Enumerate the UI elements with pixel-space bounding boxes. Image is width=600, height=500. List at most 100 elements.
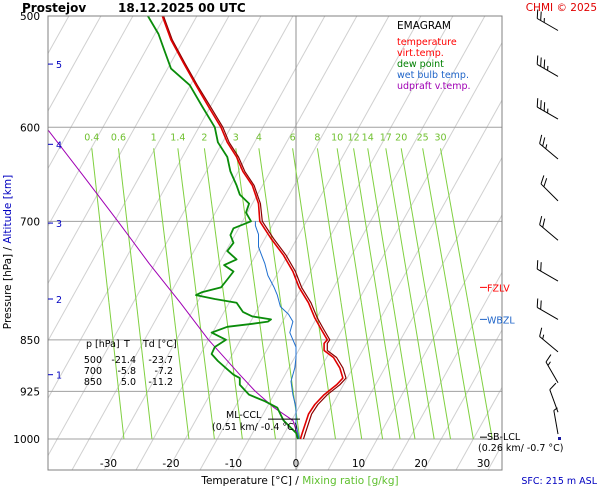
mixing-ratio-label: 30 <box>434 132 446 143</box>
mixing-ratio-line <box>449 302 474 440</box>
adiabat-line <box>103 16 358 470</box>
mixing-ratio-line <box>422 148 451 303</box>
copyright: CHMI © 2025 <box>526 2 597 14</box>
temperature-tick-label: -20 <box>162 458 179 470</box>
temperature-tick-label: 10 <box>352 458 365 470</box>
mixing-ratio-label: 6 <box>290 132 296 143</box>
legend-wet-bulb: wet bulb temp. <box>397 70 469 81</box>
mixing-ratio-line <box>353 148 379 303</box>
surface-elevation: SFC: 215 m ASL <box>521 476 597 487</box>
mixing-ratio-label: 8 <box>314 132 320 143</box>
altitude-axis-label: Altitude [km] <box>2 175 14 244</box>
mixing-ratio-line <box>108 302 125 440</box>
sounding-datetime: 18.12.2025 00 UTC <box>118 1 246 15</box>
pressure-axis-label: Pressure [hPa] <box>2 254 14 329</box>
temperature-tick-label: 0 <box>293 458 300 470</box>
mixing-ratio-line <box>153 148 174 303</box>
mixing-ratio-line <box>258 148 282 303</box>
legend-virt-temp: virt.temp. <box>397 48 444 59</box>
adiabat-line <box>584 0 600 470</box>
wind-barbs <box>536 9 561 440</box>
wind-barb <box>536 298 559 320</box>
wind-barb <box>536 9 559 31</box>
table-row-p: 500 <box>84 355 102 366</box>
mixing-ratio-line <box>336 148 362 303</box>
adiabat-line <box>48 16 134 170</box>
adiabat-line <box>455 386 502 470</box>
adiabat-line <box>552 0 600 470</box>
mixing-ratio-line <box>256 302 276 440</box>
table-row-t: -5.8 <box>117 366 136 377</box>
wind-barb <box>539 215 559 241</box>
adiabat-line <box>231 16 486 470</box>
mixing-ratio-label: 10 <box>331 132 343 143</box>
mixing-ratio-axis-label: Mixing ratio [g/kg] <box>302 475 398 487</box>
sounding-curves <box>48 16 347 440</box>
wbzl-label: WBZL <box>487 315 515 326</box>
wind-barb <box>540 175 559 202</box>
mixing-ratio-line <box>392 302 416 440</box>
altitude-tick-label: 1 <box>56 371 62 382</box>
table-row-td: -11.2 <box>148 377 173 388</box>
mixing-ratio-line <box>235 148 258 303</box>
mixing-ratio-label: 17 <box>380 132 392 143</box>
mixing-ratio-line <box>135 302 153 440</box>
table-row-t: 5.0 <box>121 377 136 388</box>
temperature-tick-label: -10 <box>225 458 242 470</box>
temperature-tick-label: -30 <box>100 458 117 470</box>
table-header-td: Td [°C] <box>142 339 177 350</box>
mixing-ratio-label: 3 <box>233 132 239 143</box>
fzlv-label: FZLV <box>487 283 510 294</box>
wind-barb <box>536 260 559 282</box>
mixing-ratio-label: 2 <box>201 132 207 143</box>
wind-barb <box>539 134 559 160</box>
table-header-t: T <box>123 339 130 350</box>
legend-title: EMAGRAM <box>397 20 451 32</box>
table-row-p: 850 <box>84 377 102 388</box>
legend-temperature: temperature <box>397 37 457 48</box>
adiabat-line <box>48 16 230 342</box>
adiabat-line <box>391 271 502 470</box>
emagram-grid <box>0 0 600 470</box>
mixing-ratio-label: 20 <box>395 132 407 143</box>
mixing-ratio-line <box>367 148 394 303</box>
table-header-p: p [hPa] <box>86 339 120 350</box>
pressure-tick-label: 600 <box>20 122 40 134</box>
mixing-ratio-label: 0.4 <box>84 132 99 143</box>
ml-ccl-detail: (0.51 km/ -0.4 °C) <box>212 422 298 433</box>
series-dew-point <box>147 16 299 440</box>
series-wet-bulb-temp <box>254 221 300 440</box>
adiabat-line <box>520 0 600 470</box>
adiabat-line <box>359 214 502 470</box>
level-annotations: FZLV WBZL SB-LCL (0.26 km/ -0.7 °C) ML-C… <box>212 283 564 454</box>
wind-barb <box>536 55 559 77</box>
mixing-ratio-line <box>340 302 363 440</box>
adiabat-line <box>327 156 502 470</box>
mixing-ratio-line <box>177 148 198 303</box>
table-row-td: -7.2 <box>154 366 173 377</box>
mixing-ratio-line <box>172 302 190 440</box>
adiabat-line <box>48 16 294 457</box>
adiabat-line <box>48 16 166 227</box>
pressure-tick-label: 500 <box>20 11 40 23</box>
wind-barb <box>539 327 559 353</box>
mixing-ratio-label: 25 <box>417 132 429 143</box>
mixing-ratio-line <box>292 148 316 303</box>
mixing-ratio-line <box>280 302 301 440</box>
series-udpraft-v-temp <box>48 129 300 440</box>
adiabat-line <box>48 16 70 55</box>
y-axis-separator: / <box>2 244 14 254</box>
mixing-ratio-label: 1.4 <box>170 132 185 143</box>
mixing-ratio-line <box>117 148 137 303</box>
mixing-ratio-label: 1 <box>151 132 157 143</box>
pressure-tick-label: 925 <box>20 386 40 398</box>
mixing-ratio-label: 14 <box>362 132 374 143</box>
adiabat-line <box>167 16 422 470</box>
x-axis-separator: / <box>292 475 302 487</box>
sb-lcl-label: SB-LCL <box>487 432 521 443</box>
adiabat-line <box>0 0 108 470</box>
station-name: Prostejov <box>22 1 86 15</box>
adiabat-line <box>295 99 502 470</box>
mixing-ratio-line <box>400 148 429 303</box>
